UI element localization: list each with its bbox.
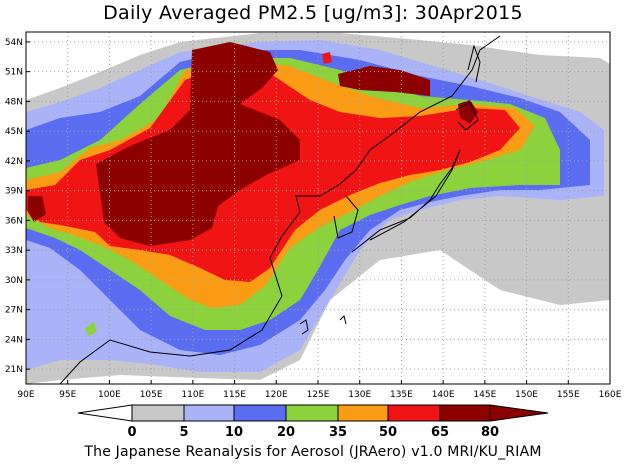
lat-tick-label: 45N: [5, 127, 23, 137]
graticule: [26, 32, 610, 384]
legend-label: 10: [225, 425, 243, 440]
legend-label: 35: [329, 425, 347, 440]
legend-swatch: [439, 404, 491, 422]
legend-label: 5: [179, 425, 188, 440]
coastline: [351, 149, 461, 253]
lat-tick-label: 21N: [5, 365, 23, 375]
lon-tick-label: 90E: [17, 390, 34, 400]
legend-label: 0: [127, 425, 136, 440]
legend-swatch-over: [489, 404, 549, 422]
coastline: [59, 35, 501, 384]
lon-tick-label: 95E: [59, 390, 76, 400]
field-35-spot: [85, 322, 97, 336]
lon-tick-label: 160E: [599, 390, 622, 400]
field-80: [96, 42, 300, 246]
legend-label: 20: [277, 425, 295, 440]
lat-tick-label: 33N: [5, 246, 23, 256]
legend-label: 80: [481, 425, 499, 440]
lon-tick-label: 120E: [265, 390, 288, 400]
legend-label: 65: [431, 425, 449, 440]
lat-tick-label: 39N: [5, 187, 23, 197]
coastline: [467, 44, 481, 83]
color-legend: 0 5 10 20 35 50 65 80: [77, 404, 549, 440]
lon-tick-label: 150E: [515, 390, 538, 400]
lat-tick-label: 30N: [5, 276, 23, 286]
lat-tick-label: 54N: [5, 38, 23, 48]
lat-tick-label: 36N: [5, 216, 23, 226]
coastline: [299, 319, 309, 335]
field-65-spot: [322, 52, 332, 64]
lat-tick-label: 24N: [5, 335, 23, 345]
legend-swatch: [233, 404, 287, 422]
lon-tick-label: 115E: [223, 390, 246, 400]
legend-swatch: [131, 404, 185, 422]
longitude-ticks: 90E 95E 100E 105E 110E 115E 120E 125E 130E 135E 14…: [17, 380, 622, 400]
lon-tick-label: 140E: [432, 390, 455, 400]
legend-label: 50: [379, 425, 397, 440]
lon-tick-label: 135E: [390, 390, 413, 400]
coastline: [455, 101, 479, 131]
lat-tick-label: 51N: [5, 68, 23, 78]
legend-swatch: [183, 404, 235, 422]
legend-swatch: [387, 404, 441, 422]
legend-swatch: [337, 404, 389, 422]
lat-tick-label: 42N: [5, 157, 23, 167]
legend-swatch: [285, 404, 339, 422]
coastline: [333, 195, 359, 239]
footer-credit: The Japanese Reanalysis for Aerosol (JRA…: [84, 444, 542, 460]
lon-tick-label: 130E: [348, 390, 371, 400]
lat-tick-label: 48N: [5, 97, 23, 107]
field-80-west: [28, 196, 46, 222]
field-80-east: [338, 66, 430, 96]
latitude-ticks: 21N 24N 27N 30N 33N 36N 39N 42N 45N 48N 51N 54N: [5, 38, 30, 375]
legend-swatch-under: [77, 404, 133, 422]
lon-tick-label: 145E: [473, 390, 496, 400]
map-title: Daily Averaged PM2.5 [ug/m3]: 30Apr2015: [103, 2, 523, 24]
lon-tick-label: 155E: [557, 390, 580, 400]
lon-tick-label: 110E: [181, 390, 204, 400]
lon-tick-label: 125E: [307, 390, 330, 400]
coastline: [339, 315, 347, 325]
coastlines: [59, 35, 501, 384]
lat-tick-label: 27N: [5, 306, 23, 316]
lon-tick-label: 100E: [98, 390, 121, 400]
lon-tick-label: 105E: [140, 390, 163, 400]
concentration-field: [26, 33, 610, 384]
